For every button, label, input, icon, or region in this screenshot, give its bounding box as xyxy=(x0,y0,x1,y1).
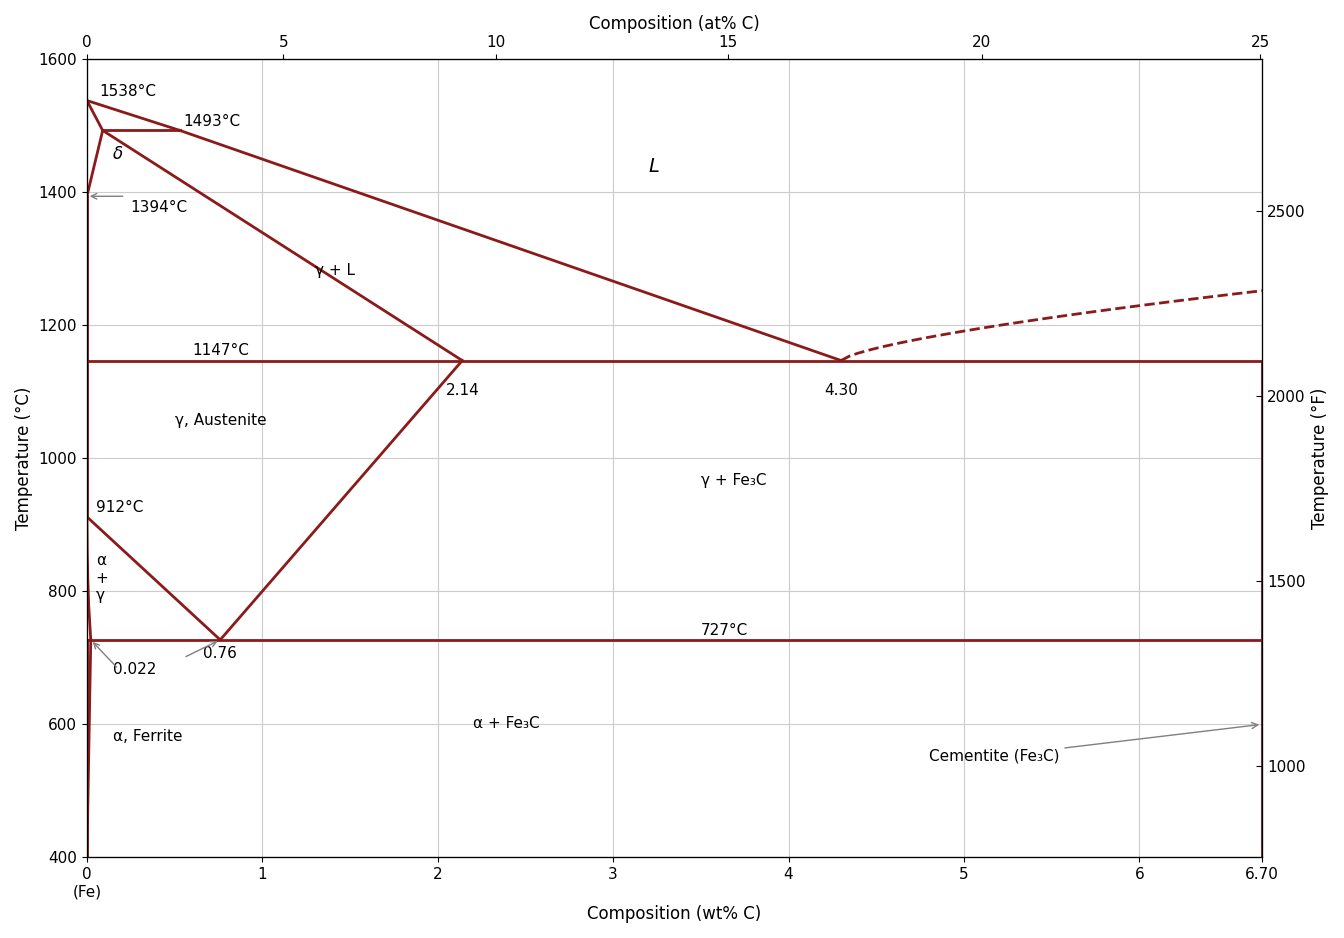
Text: 1493°C: 1493°C xyxy=(183,113,241,129)
Y-axis label: Temperature (°F): Temperature (°F) xyxy=(1310,387,1329,529)
Text: 0.76: 0.76 xyxy=(203,645,237,660)
Text: γ + Fe₃C: γ + Fe₃C xyxy=(700,473,766,488)
Text: 1394°C: 1394°C xyxy=(130,200,188,215)
Text: γ, Austenite: γ, Austenite xyxy=(175,413,266,428)
Text: α + Fe₃C: α + Fe₃C xyxy=(473,716,539,731)
Y-axis label: Temperature (°C): Temperature (°C) xyxy=(15,386,34,530)
Text: 0.022: 0.022 xyxy=(113,662,157,677)
Text: α
+
γ: α + γ xyxy=(95,553,109,603)
X-axis label: Composition (at% C): Composition (at% C) xyxy=(589,15,759,33)
Text: δ: δ xyxy=(113,145,124,163)
X-axis label: Composition (wt% C): Composition (wt% C) xyxy=(587,905,762,923)
Text: γ + L: γ + L xyxy=(314,264,355,279)
Text: 727°C: 727°C xyxy=(700,623,749,638)
Text: 1538°C: 1538°C xyxy=(99,83,156,98)
Text: 1147°C: 1147°C xyxy=(192,343,249,358)
Text: α, Ferrite: α, Ferrite xyxy=(113,729,183,744)
Text: $L$: $L$ xyxy=(648,158,660,176)
Text: 2.14: 2.14 xyxy=(445,383,478,398)
Text: Cementite (Fe₃C): Cementite (Fe₃C) xyxy=(929,722,1258,764)
Text: 4.30: 4.30 xyxy=(824,383,857,398)
Text: 912°C: 912°C xyxy=(95,500,142,515)
